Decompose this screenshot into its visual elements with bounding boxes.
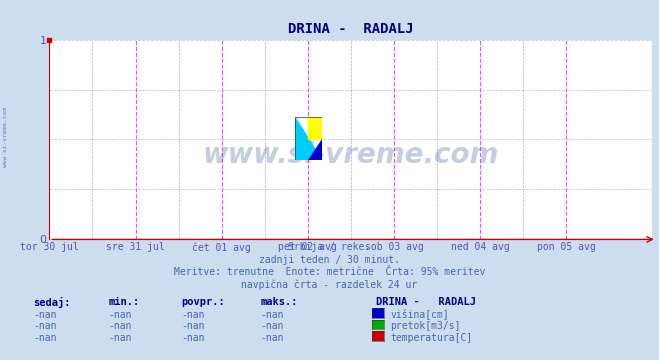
Text: navpična črta - razdelek 24 ur: navpična črta - razdelek 24 ur <box>241 280 418 290</box>
Polygon shape <box>308 117 322 139</box>
Text: www.si-vreme.com: www.si-vreme.com <box>3 107 8 167</box>
Text: zadnji teden / 30 minut.: zadnji teden / 30 minut. <box>259 255 400 265</box>
Text: višina[cm]: višina[cm] <box>390 310 449 320</box>
Text: -nan: -nan <box>181 310 205 320</box>
Text: -nan: -nan <box>109 333 132 343</box>
Text: www.si-vreme.com: www.si-vreme.com <box>203 141 499 170</box>
Polygon shape <box>308 139 322 160</box>
Text: -nan: -nan <box>33 310 57 320</box>
Text: -nan: -nan <box>33 321 57 331</box>
Text: -nan: -nan <box>181 333 205 343</box>
Text: temperatura[C]: temperatura[C] <box>390 333 473 343</box>
Text: Meritve: trenutne  Enote: metrične  Črta: 95% meritev: Meritve: trenutne Enote: metrične Črta: … <box>174 267 485 277</box>
Text: -nan: -nan <box>109 310 132 320</box>
Text: -nan: -nan <box>260 310 284 320</box>
Text: pretok[m3/s]: pretok[m3/s] <box>390 321 461 331</box>
Text: -nan: -nan <box>181 321 205 331</box>
Text: -nan: -nan <box>109 321 132 331</box>
Text: DRINA -   RADALJ: DRINA - RADALJ <box>376 297 476 307</box>
Text: povpr.:: povpr.: <box>181 297 225 307</box>
Text: -nan: -nan <box>33 333 57 343</box>
Text: -nan: -nan <box>260 333 284 343</box>
Text: min.:: min.: <box>109 297 140 307</box>
Text: sedaj:: sedaj: <box>33 297 71 308</box>
Text: -nan: -nan <box>260 321 284 331</box>
Text: maks.:: maks.: <box>260 297 298 307</box>
Polygon shape <box>295 117 322 160</box>
Title: DRINA -  RADALJ: DRINA - RADALJ <box>288 22 414 36</box>
Text: Srbija / reke.: Srbija / reke. <box>289 242 370 252</box>
